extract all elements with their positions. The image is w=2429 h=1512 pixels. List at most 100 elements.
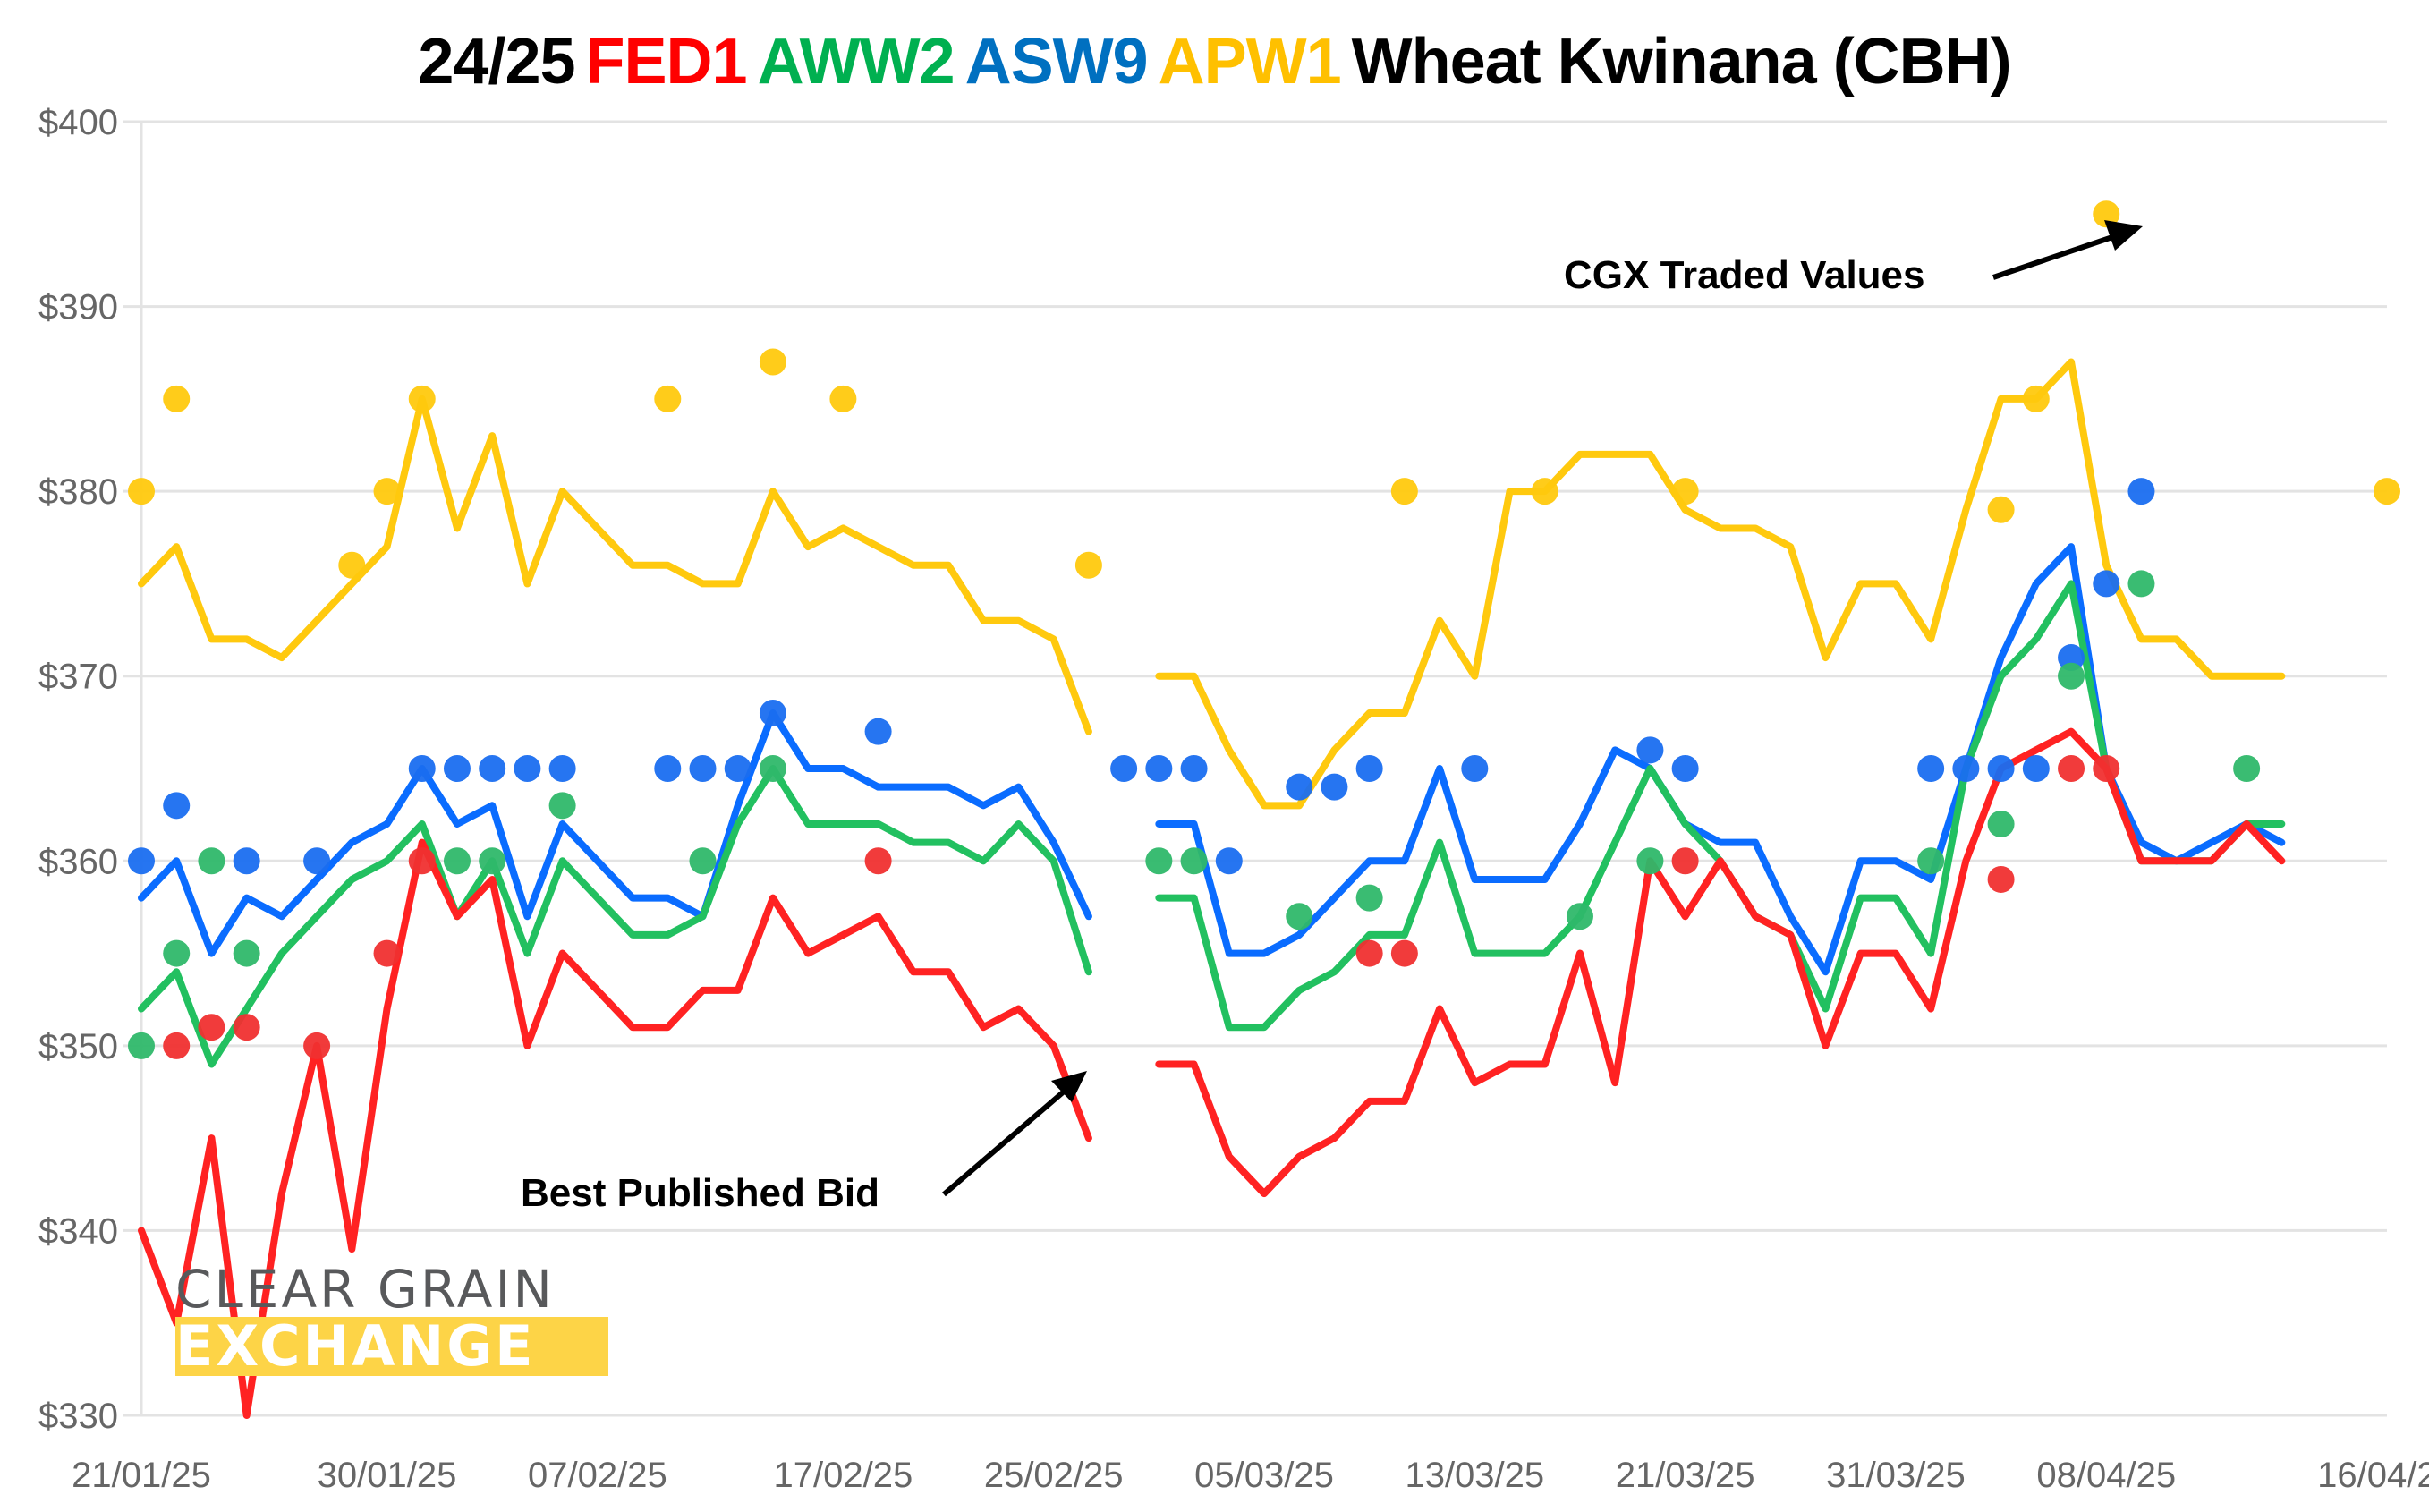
series-line-fed1-seg1 (1155, 727, 2286, 1198)
traded-point-asw9 (163, 792, 191, 820)
traded-point-apw1 (1531, 478, 1558, 505)
y-tick-label: $360 (38, 842, 118, 881)
traded-point-aww2 (1987, 810, 2015, 837)
x-tick-label: 08/04/25 (2036, 1456, 2176, 1495)
traded-point-asw9 (1215, 847, 1243, 875)
annotation-cgx-traded: CGX Traded Values (1564, 253, 1925, 297)
x-tick-label: 25/02/25 (984, 1456, 1124, 1495)
traded-point-fed1 (1390, 939, 1418, 967)
traded-point-asw9 (479, 755, 506, 782)
title-part-2: AWW2 (757, 26, 955, 98)
traded-point-asw9 (1461, 755, 1489, 782)
traded-point-apw1 (1390, 478, 1418, 505)
logo-line1: CLEAR GRAIN (175, 1259, 555, 1320)
traded-point-fed1 (163, 1032, 191, 1059)
traded-point-asw9 (2022, 755, 2050, 782)
annotation-arrow-line (1992, 232, 2121, 280)
y-tick-label: $380 (38, 472, 118, 512)
traded-point-asw9 (408, 755, 436, 782)
traded-point-fed1 (408, 847, 436, 875)
annotation-arrowhead (1051, 1071, 1087, 1102)
traded-point-asw9 (2058, 644, 2085, 672)
series-line-aww2-seg1 (1155, 580, 2286, 1032)
traded-point-asw9 (689, 755, 717, 782)
traded-point-fed1 (373, 939, 401, 967)
traded-point-aww2 (1180, 847, 1208, 875)
traded-point-apw1 (408, 385, 436, 412)
traded-point-asw9 (1952, 755, 1980, 782)
traded-point-asw9 (759, 700, 786, 727)
traded-point-aww2 (689, 847, 717, 875)
traded-point-aww2 (2233, 755, 2261, 782)
x-tick-label: 13/03/25 (1405, 1456, 1544, 1495)
x-tick-label: 05/03/25 (1194, 1456, 1334, 1495)
traded-point-asw9 (1110, 755, 1138, 782)
annotation-arrow-line (942, 1084, 1071, 1197)
traded-point-fed1 (864, 847, 892, 875)
traded-point-asw9 (128, 847, 155, 875)
traded-point-aww2 (1917, 847, 1945, 875)
traded-point-apw1 (1987, 496, 2015, 523)
title-part-0: 24/25 (418, 26, 575, 98)
traded-point-asw9 (1917, 755, 1945, 782)
traded-point-aww2 (1286, 903, 1313, 930)
traded-point-apw1 (128, 478, 155, 505)
x-tick-label: 16/04/25 (2317, 1456, 2429, 1495)
series-line-apw1-seg0 (138, 395, 1092, 735)
traded-point-asw9 (724, 755, 752, 782)
traded-point-apw1 (2374, 478, 2400, 505)
x-tick-label: 21/01/25 (72, 1456, 211, 1495)
logo-line2: EXCHANGE (175, 1317, 608, 1376)
traded-point-aww2 (1355, 884, 1383, 912)
y-tick-label: $350 (38, 1027, 118, 1066)
traded-point-aww2 (1145, 847, 1173, 875)
traded-point-aww2 (1636, 847, 1664, 875)
traded-point-asw9 (233, 847, 260, 875)
title-part-1: FED1 (585, 26, 748, 98)
traded-point-aww2 (163, 939, 191, 967)
traded-point-aww2 (128, 1032, 155, 1059)
traded-point-asw9 (1321, 773, 1348, 801)
series-line-fed1-seg0 (138, 838, 1092, 1419)
series-line-asw9-seg0 (138, 709, 1092, 957)
traded-point-apw1 (1671, 478, 1699, 505)
clear-grain-exchange-logo: CLEAR GRAIN EXCHANGE (175, 1261, 608, 1376)
annotation-arrowhead (2104, 220, 2143, 251)
traded-point-aww2 (548, 792, 576, 820)
traded-point-fed1 (1987, 865, 2015, 893)
traded-point-asw9 (443, 755, 471, 782)
y-tick-label: $340 (38, 1211, 118, 1251)
traded-point-apw1 (759, 348, 786, 376)
traded-point-fed1 (1671, 847, 1699, 875)
traded-point-apw1 (163, 385, 191, 412)
traded-point-aww2 (198, 847, 225, 875)
traded-point-aww2 (2127, 570, 2155, 598)
traded-point-apw1 (338, 551, 366, 579)
chart-title: 24/25 FED1 AWW2 ASW9 APW1 Wheat Kwinana (CBH) (0, 25, 2429, 98)
x-tick-label: 21/03/25 (1616, 1456, 1755, 1495)
traded-point-asw9 (1145, 755, 1173, 782)
x-tick-label: 30/01/25 (318, 1456, 457, 1495)
traded-point-fed1 (198, 1014, 225, 1041)
traded-point-asw9 (514, 755, 541, 782)
title-part-3: ASW9 (964, 26, 1149, 98)
traded-point-aww2 (1566, 903, 1593, 930)
traded-point-asw9 (1636, 736, 1664, 764)
traded-point-fed1 (1355, 939, 1383, 967)
traded-point-asw9 (1987, 755, 2015, 782)
series-line-aww2-seg0 (138, 765, 1092, 1068)
traded-point-asw9 (1671, 755, 1699, 782)
traded-point-asw9 (1355, 755, 1383, 782)
annotation-best-bid: Best Published Bid (521, 1171, 879, 1215)
y-tick-label: $370 (38, 658, 118, 697)
traded-point-asw9 (1286, 773, 1313, 801)
traded-point-apw1 (373, 478, 401, 505)
traded-point-asw9 (654, 755, 682, 782)
traded-point-aww2 (2058, 662, 2085, 690)
y-tick-label: $330 (38, 1397, 118, 1436)
traded-point-asw9 (303, 847, 331, 875)
traded-point-aww2 (443, 847, 471, 875)
traded-point-aww2 (759, 755, 786, 782)
traded-point-aww2 (233, 939, 260, 967)
